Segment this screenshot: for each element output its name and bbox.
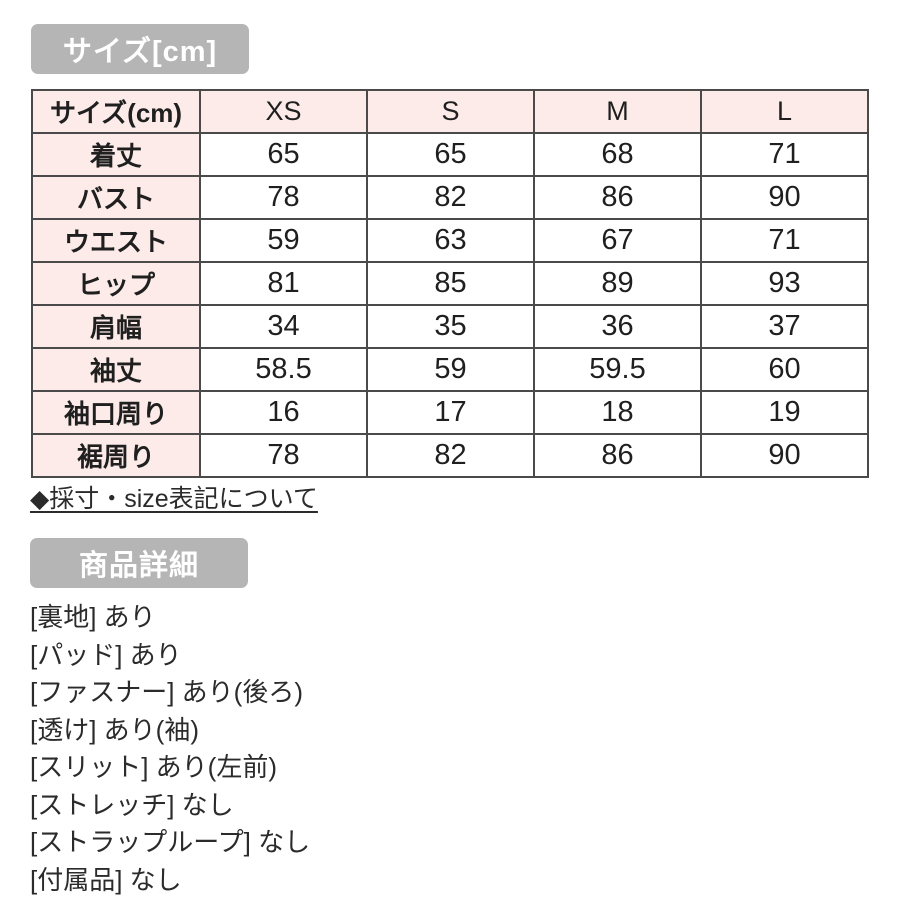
cell-value: 63 bbox=[366, 218, 535, 263]
cell-value: 67 bbox=[533, 218, 702, 263]
row-label: 着丈 bbox=[31, 132, 201, 177]
cell-value: 36 bbox=[533, 304, 702, 349]
measurement-info-link[interactable]: ◆採寸・size表記について bbox=[30, 485, 318, 513]
cell-value: 16 bbox=[199, 390, 368, 435]
size-table: サイズ(cm) XS S M L 着丈 65 65 68 71 バスト 78 8… bbox=[31, 89, 869, 478]
product-detail-list: [裏地] あり [パッド] あり [ファスナー] あり(後ろ) [透け] あり(… bbox=[30, 599, 630, 899]
table-row-hip: ヒップ 81 85 89 93 bbox=[31, 261, 869, 306]
cell-value: 78 bbox=[199, 433, 368, 478]
table-row-cuff: 袖口周り 16 17 18 19 bbox=[31, 390, 869, 435]
cell-value: 85 bbox=[366, 261, 535, 306]
cell-value: 90 bbox=[700, 433, 869, 478]
cell-value: 78 bbox=[199, 175, 368, 220]
detail-item-lining: [裏地] あり bbox=[30, 602, 156, 632]
size-column-header-xs: XS bbox=[199, 89, 368, 134]
cell-value: 59.5 bbox=[533, 347, 702, 392]
size-column-header-l: L bbox=[700, 89, 869, 134]
cell-value: 89 bbox=[533, 261, 702, 306]
cell-value: 35 bbox=[366, 304, 535, 349]
table-row-bust: バスト 78 82 86 90 bbox=[31, 175, 869, 220]
cell-value: 34 bbox=[199, 304, 368, 349]
cell-value: 82 bbox=[366, 175, 535, 220]
cell-value: 18 bbox=[533, 390, 702, 435]
cell-value: 81 bbox=[199, 261, 368, 306]
cell-value: 19 bbox=[700, 390, 869, 435]
cell-value: 65 bbox=[366, 132, 535, 177]
cell-value: 90 bbox=[700, 175, 869, 220]
table-row-hem: 裾周り 78 82 86 90 bbox=[31, 433, 869, 478]
detail-item-slit: [スリット] あり(左前) bbox=[30, 752, 277, 782]
row-label: 袖口周り bbox=[31, 390, 201, 435]
detail-item-sheerness: [透け] あり(袖) bbox=[30, 714, 199, 745]
cell-value: 59 bbox=[199, 218, 368, 263]
detail-item-zipper: [ファスナー] あり(後ろ) bbox=[30, 677, 303, 707]
cell-value: 58.5 bbox=[199, 347, 368, 392]
table-row-waist: ウエスト 59 63 67 71 bbox=[31, 218, 869, 263]
size-column-header-s: S bbox=[366, 89, 535, 134]
detail-item-pad: [パッド] あり bbox=[30, 639, 182, 670]
detail-item-strap-loop: [ストラップループ] なし bbox=[30, 827, 311, 857]
table-row-shoulder: 肩幅 34 35 36 37 bbox=[31, 304, 869, 349]
detail-item-stretch: [ストレッチ] なし bbox=[30, 789, 234, 820]
row-label: ウエスト bbox=[31, 218, 201, 263]
row-label: 裾周り bbox=[31, 433, 201, 478]
size-table-corner-cell: サイズ(cm) bbox=[31, 89, 201, 134]
detail-item-accessories: [付属品] なし bbox=[30, 864, 182, 895]
cell-value: 65 bbox=[199, 132, 368, 177]
cell-value: 71 bbox=[700, 132, 869, 177]
cell-value: 82 bbox=[366, 433, 535, 478]
size-column-header-m: M bbox=[533, 89, 702, 134]
table-row-length: 着丈 65 65 68 71 bbox=[31, 132, 869, 177]
cell-value: 93 bbox=[700, 261, 869, 306]
size-table-header-row: サイズ(cm) XS S M L bbox=[31, 89, 869, 134]
product-detail-section-badge: 商品詳細 bbox=[30, 538, 248, 588]
cell-value: 17 bbox=[366, 390, 535, 435]
cell-value: 71 bbox=[700, 218, 869, 263]
row-label: 袖丈 bbox=[31, 347, 201, 392]
row-label: ヒップ bbox=[31, 261, 201, 306]
cell-value: 68 bbox=[533, 132, 702, 177]
cell-value: 86 bbox=[533, 175, 702, 220]
row-label: 肩幅 bbox=[31, 304, 201, 349]
cell-value: 86 bbox=[533, 433, 702, 478]
size-section-badge: サイズ[cm] bbox=[31, 24, 249, 74]
cell-value: 37 bbox=[700, 304, 869, 349]
row-label: バスト bbox=[31, 175, 201, 220]
table-row-sleeve-length: 袖丈 58.5 59 59.5 60 bbox=[31, 347, 869, 392]
cell-value: 59 bbox=[366, 347, 535, 392]
cell-value: 60 bbox=[700, 347, 869, 392]
